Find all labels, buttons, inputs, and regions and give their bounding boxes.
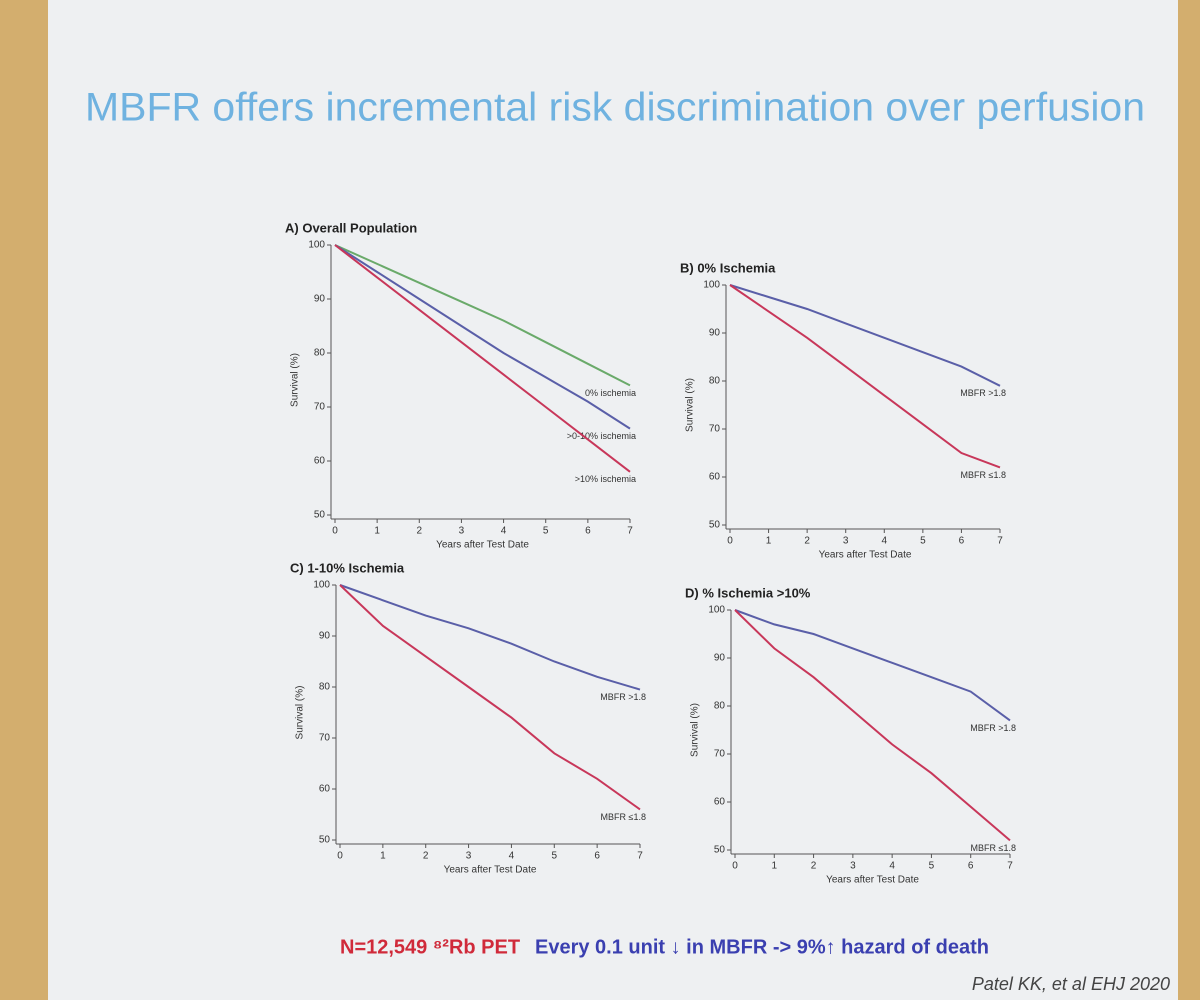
series-label: >0-10% ischemia	[567, 431, 636, 441]
x-tick-label: 0	[332, 526, 338, 537]
y-tick-label: 100	[308, 240, 325, 251]
y-tick-label: 50	[319, 835, 331, 846]
x-tick-label: 7	[627, 526, 633, 537]
x-axis-label: Years after Test Date	[436, 540, 529, 551]
y-axis-label: Survival (%)	[295, 686, 306, 740]
survival-curve	[334, 244, 631, 473]
x-tick-label: 1	[772, 861, 778, 872]
y-tick-label: 70	[314, 402, 326, 413]
y-tick-label: 100	[703, 280, 720, 291]
x-tick-label: 3	[843, 536, 849, 547]
x-tick-label: 4	[882, 536, 888, 547]
survival-curve	[334, 244, 631, 430]
x-tick-label: 0	[337, 851, 343, 862]
y-tick-label: 90	[319, 631, 331, 642]
x-tick-label: 2	[811, 861, 817, 872]
y-tick-label: 50	[714, 845, 726, 856]
x-tick-label: 1	[374, 526, 380, 537]
x-tick-label: 6	[585, 526, 591, 537]
x-tick-label: 0	[732, 861, 738, 872]
x-tick-label: 3	[459, 526, 465, 537]
x-tick-label: 1	[766, 536, 772, 547]
x-tick-label: 7	[997, 536, 1003, 547]
footer-sample: N=12,549 ⁸²Rb PET	[340, 936, 520, 958]
survival-curve	[729, 284, 1001, 469]
x-tick-label: 6	[959, 536, 965, 547]
y-tick-label: 80	[319, 682, 331, 693]
survival-curve	[729, 284, 1001, 387]
survival-curve	[334, 244, 631, 387]
series-label: MBFR >1.8	[600, 692, 646, 702]
y-tick-label: 80	[709, 376, 721, 387]
x-axis-label: Years after Test Date	[819, 550, 912, 561]
series-label: MBFR >1.8	[970, 723, 1016, 733]
survival-curve	[734, 609, 1011, 722]
citation: Patel KK, et al EHJ 2020	[972, 974, 1170, 994]
y-tick-label: 70	[714, 749, 726, 760]
y-axis-label: Survival (%)	[690, 703, 701, 757]
y-tick-label: 100	[708, 605, 725, 616]
series-label: MBFR ≤1.8	[961, 470, 1006, 480]
x-tick-label: 5	[929, 861, 935, 872]
series-label: MBFR >1.8	[960, 388, 1006, 398]
y-tick-label: 90	[714, 653, 726, 664]
x-tick-label: 4	[889, 861, 895, 872]
y-tick-label: 60	[319, 784, 331, 795]
survival-curve	[339, 584, 641, 691]
x-tick-label: 3	[850, 861, 856, 872]
x-tick-label: 7	[1007, 861, 1013, 872]
y-tick-label: 80	[714, 701, 726, 712]
footer-finding: Every 0.1 unit ↓ in MBFR -> 9%↑ hazard o…	[535, 936, 989, 958]
y-tick-label: 90	[709, 328, 721, 339]
x-tick-label: 5	[543, 526, 549, 537]
y-tick-label: 70	[709, 424, 721, 435]
panel-title: A) Overall Population	[285, 220, 417, 235]
x-tick-label: 5	[920, 536, 926, 547]
series-label: MBFR ≤1.8	[601, 812, 646, 822]
y-tick-label: 60	[714, 797, 726, 808]
panel-title: D) % Ischemia >10%	[685, 585, 811, 600]
y-tick-label: 70	[319, 733, 331, 744]
panel-title: B) 0% Ischemia	[680, 260, 776, 275]
y-tick-label: 100	[313, 580, 330, 591]
x-tick-label: 2	[417, 526, 423, 537]
y-axis-label: Survival (%)	[290, 353, 301, 407]
x-tick-label: 7	[637, 851, 643, 862]
x-tick-label: 1	[380, 851, 386, 862]
x-tick-label: 2	[423, 851, 429, 862]
y-tick-label: 50	[314, 510, 326, 521]
x-axis-label: Years after Test Date	[444, 865, 537, 876]
series-label: MBFR ≤1.8	[971, 843, 1016, 853]
y-tick-label: 60	[314, 456, 326, 467]
survival-curve	[339, 584, 641, 811]
y-tick-label: 90	[314, 294, 326, 305]
x-tick-label: 2	[804, 536, 810, 547]
x-axis-label: Years after Test Date	[826, 875, 919, 886]
y-tick-label: 50	[709, 520, 721, 531]
y-tick-label: 80	[314, 348, 326, 359]
x-tick-label: 4	[501, 526, 507, 537]
series-label: >10% ischemia	[575, 474, 636, 484]
x-tick-label: 5	[552, 851, 558, 862]
x-tick-label: 0	[727, 536, 733, 547]
series-label: 0% ischemia	[585, 388, 636, 398]
x-tick-label: 6	[968, 861, 974, 872]
slide-title: MBFR offers incremental risk discriminat…	[85, 86, 1145, 130]
slide	[48, 0, 1178, 1000]
y-axis-label: Survival (%)	[685, 378, 696, 432]
x-tick-label: 6	[594, 851, 600, 862]
y-tick-label: 60	[709, 472, 721, 483]
x-tick-label: 3	[466, 851, 472, 862]
x-tick-label: 4	[509, 851, 515, 862]
panel-title: C) 1-10% Ischemia	[290, 560, 405, 575]
survival-curve	[734, 609, 1011, 842]
